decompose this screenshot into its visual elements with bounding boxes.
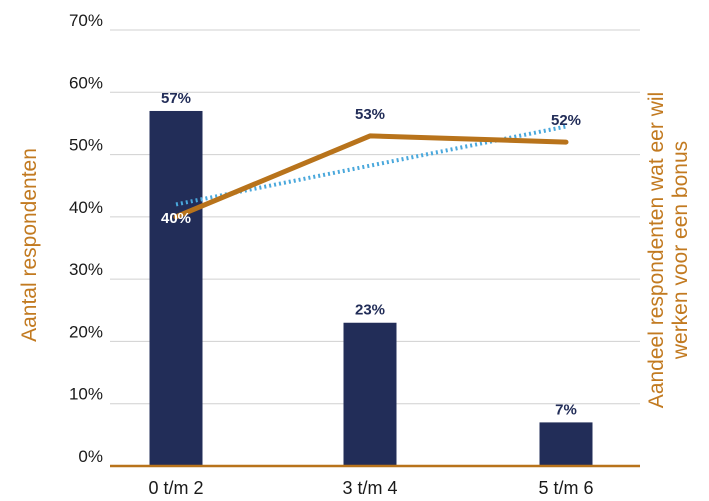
- bar: [539, 422, 593, 466]
- bar-data-label: 7%: [555, 401, 577, 418]
- y-axis-title-right-line: werken voor een bonus: [669, 141, 692, 360]
- data-labels: 57% 23% 7% 40% 53% 52%: [161, 90, 581, 418]
- y-tick-label: 20%: [69, 322, 103, 341]
- y-tick-label: 10%: [69, 385, 103, 404]
- x-tick-label: 3 t/m 4: [342, 478, 397, 498]
- x-axis: 0 t/m 2 3 t/m 4 5 t/m 6: [110, 464, 640, 498]
- y-axis-title-right-line: Aandeel respondenten wat eer wil: [645, 92, 668, 408]
- line-series: [173, 124, 569, 220]
- y-tick-label: 30%: [69, 260, 103, 279]
- line-series-path: [173, 133, 569, 220]
- y-tick-label: 50%: [69, 136, 103, 155]
- bar-data-label: 23%: [355, 302, 385, 319]
- x-tick-label: 5 t/m 6: [538, 478, 593, 498]
- bar-data-label: 57%: [161, 90, 191, 107]
- y-axis-title-right: Aandeel respondenten wat eer wilwerken v…: [645, 92, 692, 408]
- line-data-label: 52%: [551, 112, 581, 129]
- y-axis-ticks: 0% 10% 20% 30% 40% 50% 60% 70%: [69, 11, 103, 466]
- y-tick-label: 60%: [69, 73, 103, 92]
- x-tick-label: 0 t/m 2: [148, 478, 203, 498]
- y-tick-label: 70%: [69, 11, 103, 30]
- y-axis-title-left: Aantal respondenten: [18, 148, 41, 342]
- bar: [149, 110, 203, 466]
- bar-series: [149, 110, 593, 466]
- y-tick-label: 0%: [78, 447, 103, 466]
- y-tick-label: 40%: [69, 198, 103, 217]
- line-data-label: 53%: [355, 106, 385, 123]
- bar: [343, 322, 397, 466]
- line-data-label: 40%: [161, 210, 191, 227]
